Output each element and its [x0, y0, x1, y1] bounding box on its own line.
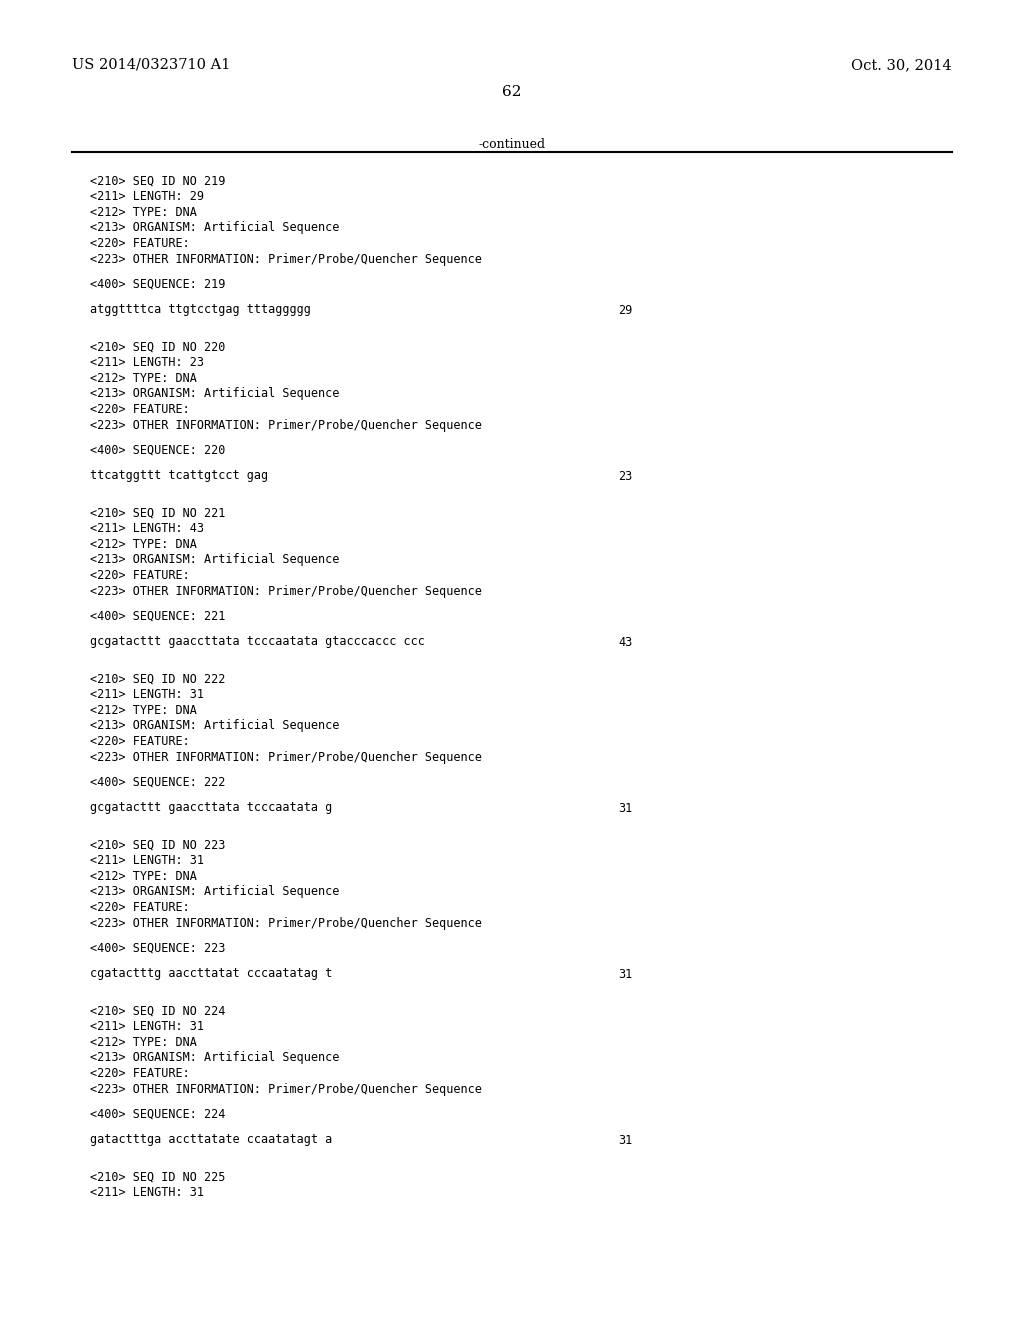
Text: <213> ORGANISM: Artificial Sequence: <213> ORGANISM: Artificial Sequence: [90, 388, 339, 400]
Text: Oct. 30, 2014: Oct. 30, 2014: [851, 58, 952, 73]
Text: <212> TYPE: DNA: <212> TYPE: DNA: [90, 1036, 197, 1049]
Text: <223> OTHER INFORMATION: Primer/Probe/Quencher Sequence: <223> OTHER INFORMATION: Primer/Probe/Qu…: [90, 585, 482, 598]
Text: <400> SEQUENCE: 220: <400> SEQUENCE: 220: [90, 444, 225, 457]
Text: ttcatggttt tcattgtcct gag: ttcatggttt tcattgtcct gag: [90, 470, 268, 483]
Text: <213> ORGANISM: Artificial Sequence: <213> ORGANISM: Artificial Sequence: [90, 886, 339, 899]
Text: <400> SEQUENCE: 221: <400> SEQUENCE: 221: [90, 610, 225, 623]
Text: <211> LENGTH: 43: <211> LENGTH: 43: [90, 523, 204, 536]
Text: atggttttca ttgtcctgag tttaggggg: atggttttca ttgtcctgag tttaggggg: [90, 304, 311, 317]
Text: <400> SEQUENCE: 224: <400> SEQUENCE: 224: [90, 1107, 225, 1121]
Text: <212> TYPE: DNA: <212> TYPE: DNA: [90, 372, 197, 385]
Text: US 2014/0323710 A1: US 2014/0323710 A1: [72, 58, 230, 73]
Text: gatactttga accttatate ccaatatagt a: gatactttga accttatate ccaatatagt a: [90, 1134, 332, 1147]
Text: <212> TYPE: DNA: <212> TYPE: DNA: [90, 870, 197, 883]
Text: <220> FEATURE:: <220> FEATURE:: [90, 403, 189, 416]
Text: <223> OTHER INFORMATION: Primer/Probe/Quencher Sequence: <223> OTHER INFORMATION: Primer/Probe/Qu…: [90, 418, 482, 432]
Text: <212> TYPE: DNA: <212> TYPE: DNA: [90, 206, 197, 219]
Text: <210> SEQ ID NO 222: <210> SEQ ID NO 222: [90, 673, 225, 686]
Text: gcgatacttt gaaccttata tcccaatata g: gcgatacttt gaaccttata tcccaatata g: [90, 801, 332, 814]
Text: <211> LENGTH: 31: <211> LENGTH: 31: [90, 854, 204, 867]
Text: <213> ORGANISM: Artificial Sequence: <213> ORGANISM: Artificial Sequence: [90, 1052, 339, 1064]
Text: gcgatacttt gaaccttata tcccaatata gtacccaccc ccc: gcgatacttt gaaccttata tcccaatata gtaccca…: [90, 635, 425, 648]
Text: <211> LENGTH: 31: <211> LENGTH: 31: [90, 1187, 204, 1200]
Text: <223> OTHER INFORMATION: Primer/Probe/Quencher Sequence: <223> OTHER INFORMATION: Primer/Probe/Qu…: [90, 1082, 482, 1096]
Text: 31: 31: [618, 801, 632, 814]
Text: <213> ORGANISM: Artificial Sequence: <213> ORGANISM: Artificial Sequence: [90, 719, 339, 733]
Text: <223> OTHER INFORMATION: Primer/Probe/Quencher Sequence: <223> OTHER INFORMATION: Primer/Probe/Qu…: [90, 751, 482, 763]
Text: cgatactttg aaccttatat cccaatatag t: cgatactttg aaccttatat cccaatatag t: [90, 968, 332, 981]
Text: <223> OTHER INFORMATION: Primer/Probe/Quencher Sequence: <223> OTHER INFORMATION: Primer/Probe/Qu…: [90, 252, 482, 265]
Text: <211> LENGTH: 23: <211> LENGTH: 23: [90, 356, 204, 370]
Text: <212> TYPE: DNA: <212> TYPE: DNA: [90, 704, 197, 717]
Text: 31: 31: [618, 1134, 632, 1147]
Text: <220> FEATURE:: <220> FEATURE:: [90, 1067, 189, 1080]
Text: 29: 29: [618, 304, 632, 317]
Text: <220> FEATURE:: <220> FEATURE:: [90, 569, 189, 582]
Text: <210> SEQ ID NO 224: <210> SEQ ID NO 224: [90, 1005, 225, 1018]
Text: <220> FEATURE:: <220> FEATURE:: [90, 735, 189, 748]
Text: <220> FEATURE:: <220> FEATURE:: [90, 902, 189, 913]
Text: <400> SEQUENCE: 223: <400> SEQUENCE: 223: [90, 942, 225, 954]
Text: <210> SEQ ID NO 223: <210> SEQ ID NO 223: [90, 840, 225, 851]
Text: 31: 31: [618, 968, 632, 981]
Text: 43: 43: [618, 635, 632, 648]
Text: <211> LENGTH: 29: <211> LENGTH: 29: [90, 190, 204, 203]
Text: <210> SEQ ID NO 225: <210> SEQ ID NO 225: [90, 1171, 225, 1184]
Text: <220> FEATURE:: <220> FEATURE:: [90, 238, 189, 249]
Text: <212> TYPE: DNA: <212> TYPE: DNA: [90, 539, 197, 550]
Text: <400> SEQUENCE: 222: <400> SEQUENCE: 222: [90, 776, 225, 789]
Text: <213> ORGANISM: Artificial Sequence: <213> ORGANISM: Artificial Sequence: [90, 553, 339, 566]
Text: <210> SEQ ID NO 219: <210> SEQ ID NO 219: [90, 176, 225, 187]
Text: <223> OTHER INFORMATION: Primer/Probe/Quencher Sequence: <223> OTHER INFORMATION: Primer/Probe/Qu…: [90, 916, 482, 929]
Text: <210> SEQ ID NO 220: <210> SEQ ID NO 220: [90, 341, 225, 354]
Text: <211> LENGTH: 31: <211> LENGTH: 31: [90, 1020, 204, 1034]
Text: <210> SEQ ID NO 221: <210> SEQ ID NO 221: [90, 507, 225, 520]
Text: -continued: -continued: [478, 139, 546, 150]
Text: <400> SEQUENCE: 219: <400> SEQUENCE: 219: [90, 279, 225, 290]
Text: 62: 62: [502, 84, 522, 99]
Text: 23: 23: [618, 470, 632, 483]
Text: <211> LENGTH: 31: <211> LENGTH: 31: [90, 689, 204, 701]
Text: <213> ORGANISM: Artificial Sequence: <213> ORGANISM: Artificial Sequence: [90, 222, 339, 235]
